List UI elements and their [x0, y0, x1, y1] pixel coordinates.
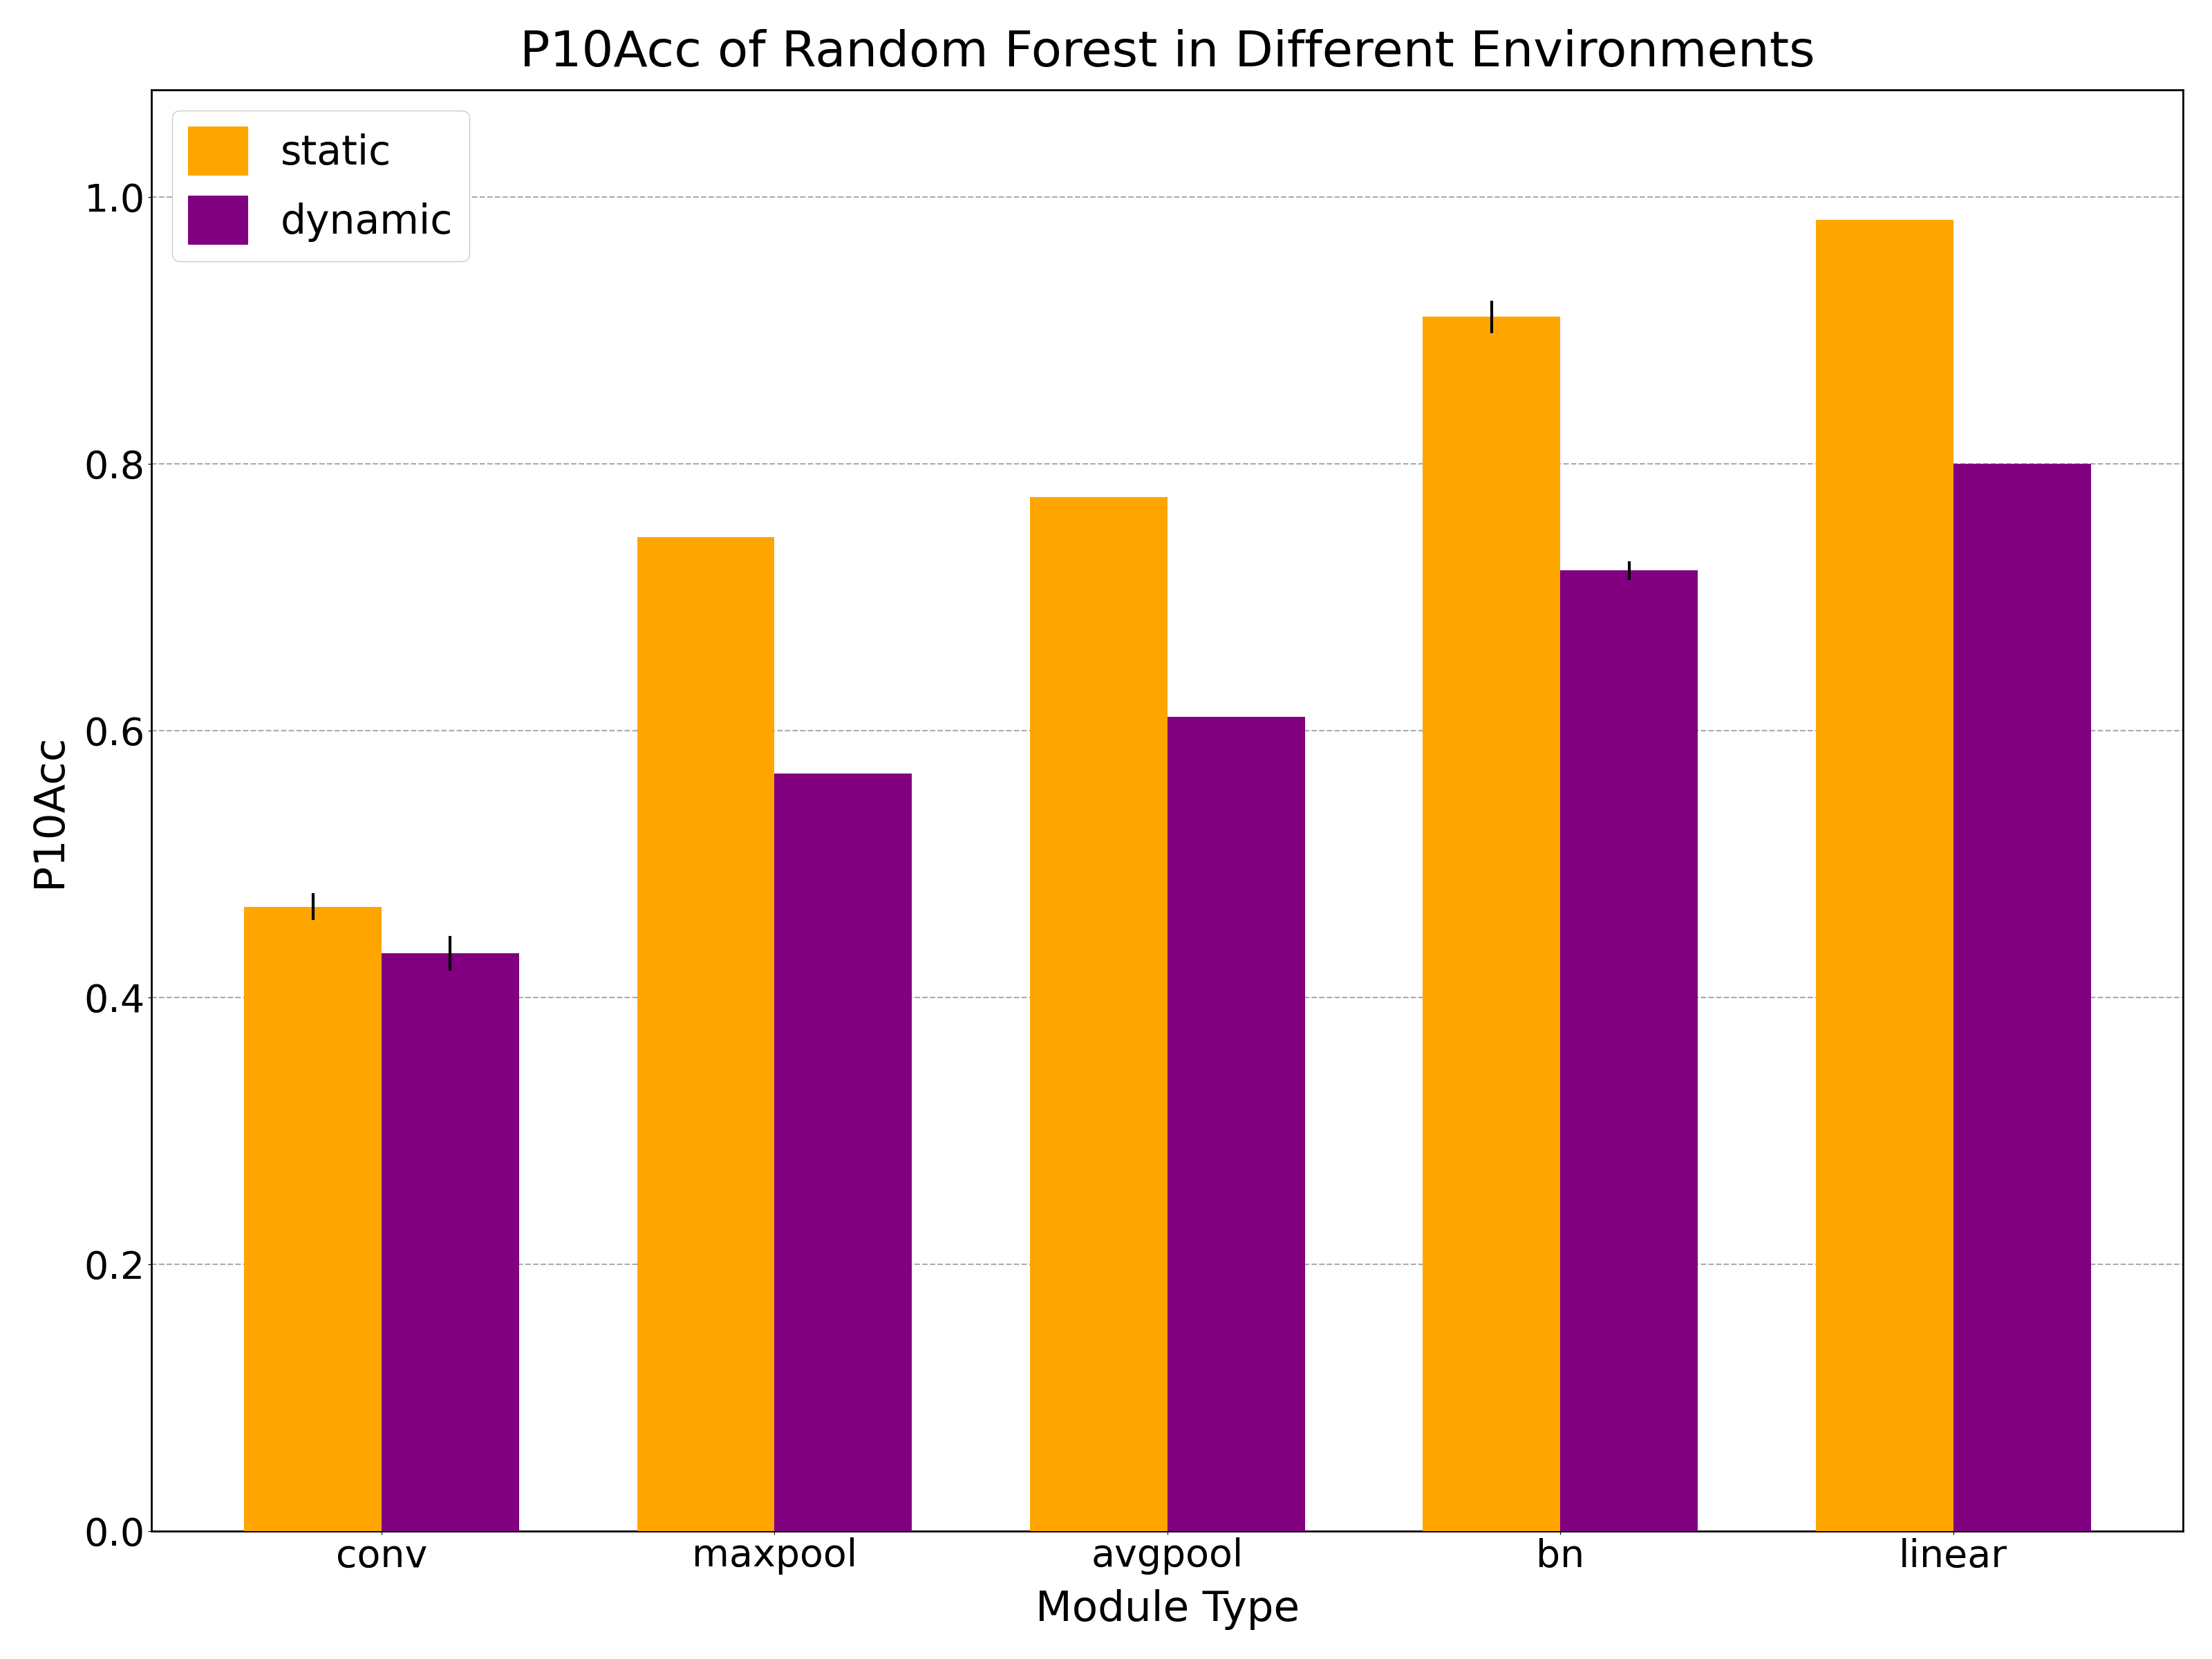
Title: P10Acc of Random Forest in Different Environments: P10Acc of Random Forest in Different Env… — [520, 28, 1816, 76]
Legend: static, dynamic: static, dynamic — [173, 109, 469, 260]
Bar — [1816, 219, 1953, 1531]
Bar — [1422, 317, 1559, 1531]
Bar — [383, 954, 520, 1531]
Bar — [1559, 571, 1699, 1531]
Bar — [243, 906, 383, 1531]
Bar — [637, 538, 774, 1531]
Bar — [1031, 498, 1168, 1531]
Bar — [1168, 717, 1305, 1531]
Bar — [1953, 463, 2090, 1531]
Bar — [774, 773, 911, 1531]
Y-axis label: P10Acc: P10Acc — [29, 733, 69, 888]
X-axis label: Module Type: Module Type — [1035, 1589, 1298, 1631]
